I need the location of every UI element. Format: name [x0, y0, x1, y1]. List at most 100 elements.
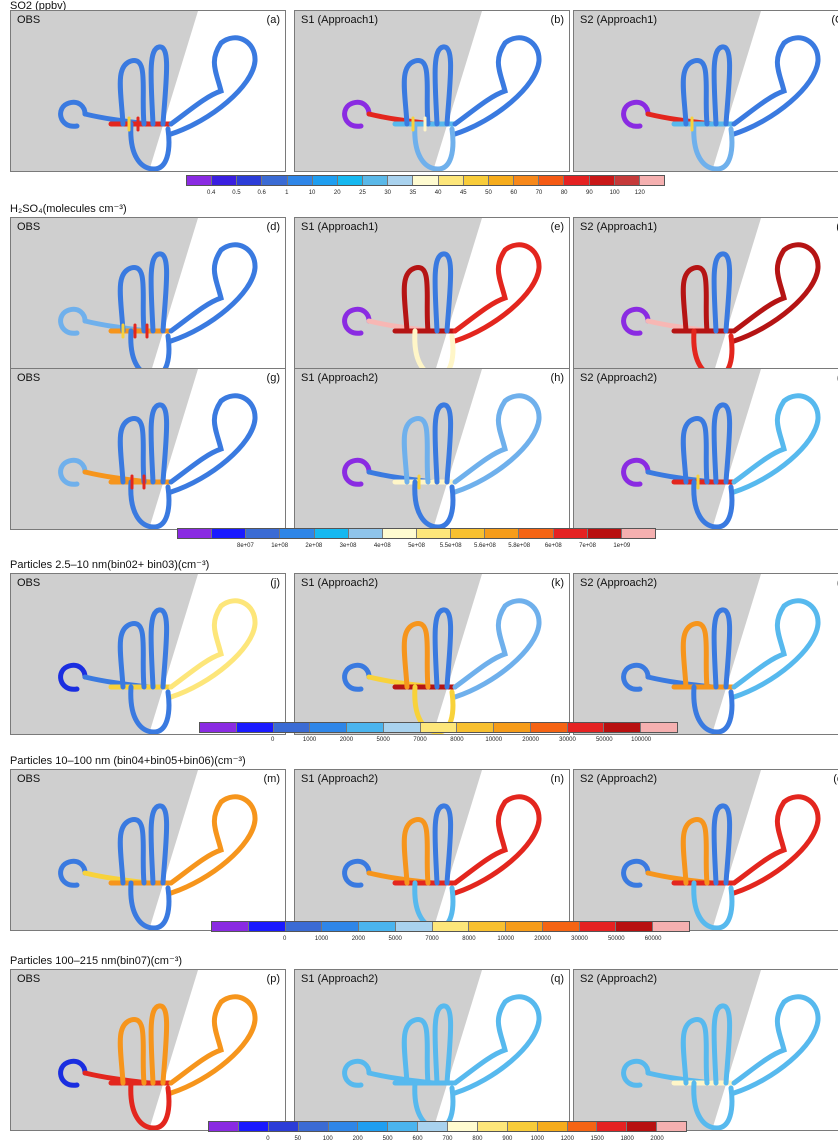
colorbar-cell [262, 176, 288, 185]
map-panel: S1 (Approach2) (q) [294, 969, 570, 1131]
map-panel: OBS (a) [10, 10, 286, 172]
map-panel: S2 (Approach1) (f [573, 217, 838, 379]
colorbar-tick-label: 35 [409, 190, 417, 196]
panel-label: (a) [266, 14, 280, 26]
colorbar-cell [312, 176, 338, 185]
panel-label: (h) [550, 372, 564, 384]
track-map [574, 970, 821, 1130]
panel-title: OBS [17, 14, 41, 26]
colorbar-tick-label: 20 [333, 190, 341, 196]
colorbar-cell [604, 723, 642, 732]
colorbar-tick-label: 50 [485, 190, 492, 196]
flight-track [621, 794, 821, 930]
colorbar-cell [280, 529, 315, 538]
colorbar-cell [413, 176, 439, 185]
track-map [11, 11, 258, 171]
map-panel: OBS (p) [10, 969, 286, 1131]
colorbar-tick-label: 0 [283, 936, 287, 942]
colorbar-cell [507, 1122, 538, 1131]
track-map [295, 770, 542, 930]
colorbar-tick-label: 20000 [534, 936, 551, 942]
colorbar-ticks: 0 50 100 200 500 600 700 800 900 1000 1200 1500 1800… [208, 1136, 687, 1146]
colorbar-cell [639, 176, 664, 185]
panel-label: (q) [550, 973, 564, 985]
track-segment-east [731, 598, 821, 700]
colorbar-tick-label: 30000 [571, 936, 588, 942]
map-panel: S2 (Approach1) (C [573, 10, 838, 172]
colorbar-cell [209, 1122, 239, 1131]
track-segment-hook [342, 457, 372, 487]
land-region [295, 218, 482, 378]
track-segment-l2 [432, 803, 454, 886]
track-segment-l1 [680, 416, 710, 485]
land-region [574, 970, 761, 1130]
track-map [295, 574, 542, 734]
colorbar-tick-label: 8000 [450, 737, 464, 743]
track-segment-south [691, 1080, 735, 1130]
track-segment-east [168, 598, 258, 700]
track-segment-hook [621, 99, 651, 129]
track-segment-l1 [117, 416, 147, 485]
track-segment-l1 [680, 265, 710, 334]
colorbar-cell [494, 723, 531, 732]
colorbar-cell [285, 922, 323, 931]
land-region [574, 218, 761, 378]
track-segment-l2 [711, 1003, 733, 1086]
track-segment-l1 [401, 1017, 431, 1086]
track-segment-l1 [401, 621, 431, 690]
flight-track [58, 994, 258, 1130]
track-segment-south [691, 121, 735, 171]
colorbar-cell [506, 922, 543, 931]
section-title: H₂SO₄(molecules cm⁻³) [10, 203, 127, 215]
track-segment-l2 [432, 1003, 454, 1086]
track-segment-l2 [432, 251, 454, 334]
colorbar-tick-label: 1000 [302, 737, 317, 743]
colorbar-tick-label: 7e+08 [579, 543, 596, 549]
track-segment-l2 [148, 607, 170, 690]
track-segment-east [452, 393, 542, 495]
panel-label: (e) [550, 221, 564, 233]
colorbar-cell [388, 176, 414, 185]
colorbar-tick-label: 10 [308, 190, 316, 196]
track-segment-hook [621, 1058, 651, 1088]
track-segment-hook [58, 662, 88, 692]
panel-label: (l [837, 577, 838, 589]
colorbar-tick-label: 800 [472, 1136, 483, 1142]
colorbar-cell [451, 529, 486, 538]
land-region [11, 970, 198, 1130]
map-panel: S2 (Approach2) (o [573, 769, 838, 931]
panel-title: OBS [17, 973, 41, 985]
track-segment-l2 [432, 402, 454, 485]
flight-track [342, 35, 542, 171]
colorbar-cell [448, 1122, 478, 1131]
colorbar-tick-label: 0 [271, 737, 275, 743]
track-segment-east [452, 598, 542, 700]
colorbar-tick-label: 45 [459, 190, 467, 196]
colorbar-cell [238, 1122, 269, 1131]
panel-label: (m) [263, 773, 281, 785]
track-map [11, 970, 258, 1130]
colorbar-tick-label: 7000 [425, 936, 439, 942]
track-segment-l1 [401, 265, 431, 334]
track-segment-l2 [711, 44, 733, 127]
colorbar-tick-label: 8e+07 [236, 543, 254, 549]
map-panel: S2 (Approach2) (l [573, 573, 838, 735]
panel-title: S2 (Approach1) [580, 221, 658, 233]
colorbar-tick-label: 200 [352, 1136, 363, 1142]
panel-label: (f [836, 221, 838, 233]
track-segment-l2 [711, 251, 733, 334]
colorbar-cell [363, 176, 389, 185]
track-segment-l1 [117, 58, 147, 127]
track-segment-south [128, 121, 172, 171]
colorbar-tick-label: 50000 [607, 936, 625, 942]
track-segment-east [452, 242, 542, 344]
colorbar-tick-label: 900 [502, 1136, 513, 1142]
land-region [574, 11, 761, 171]
track-map [11, 369, 258, 529]
colorbar-tick-label: 120 [634, 190, 645, 196]
track-segment-hook [621, 457, 651, 487]
colorbar-tick-label: 10000 [485, 737, 503, 743]
panel-label: (d) [266, 221, 280, 233]
panel-title: OBS [17, 221, 41, 233]
colorbar-tick-label: 1500 [590, 1136, 604, 1142]
